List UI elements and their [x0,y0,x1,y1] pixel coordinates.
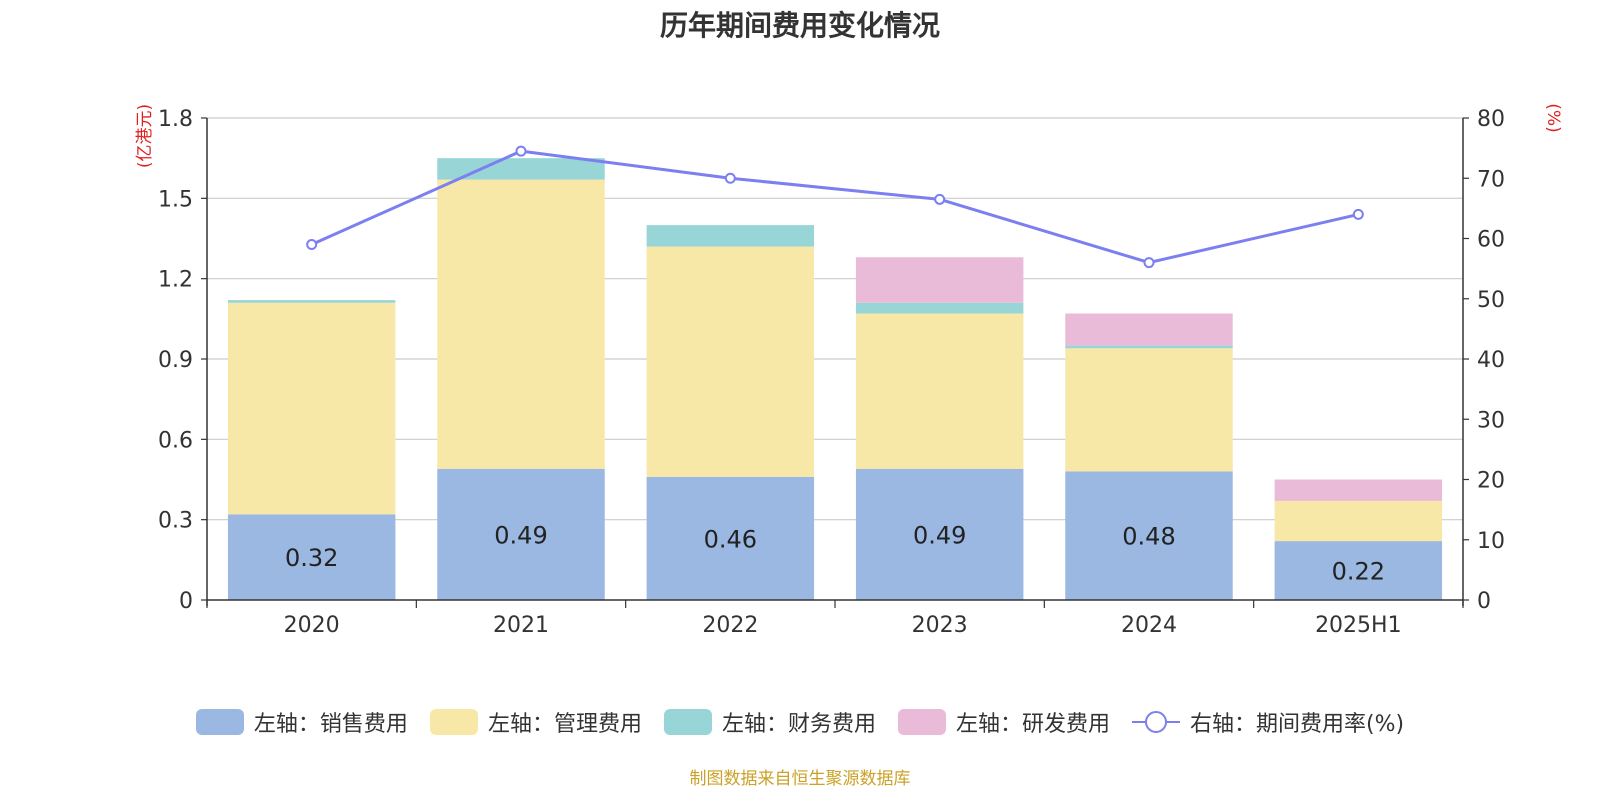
legend-label-sales: 左轴：销售费用 [253,712,408,737]
x-axis-tick-label: 2023 [912,613,968,638]
bar-segment-series-1 [1065,348,1233,472]
bar-segment-series-1 [855,313,1024,469]
legend-swatch-rnd [897,709,946,735]
left-axis-tick-label: 0.9 [158,348,193,373]
bar-segment-series-0 [437,468,605,600]
left-axis-tick-label: 0.6 [158,428,193,453]
legend-label-rnd: 左轴：研发费用 [955,712,1110,737]
bar-segment-series-1 [1274,500,1443,542]
right-axis-tick-label: 40 [1477,348,1505,373]
bar-segment-series-2 [437,158,605,180]
bar-segment-series-0 [1274,541,1443,600]
bar-segment-series-3 [1274,479,1443,501]
expense-ratio-point [1143,257,1155,269]
legend-item-finance[interactable]: 左轴：财务费用 [663,706,876,738]
x-axis-tick-label: 2020 [284,613,340,638]
legend-item-admin[interactable]: 左轴：管理费用 [429,706,642,738]
bar-data-label: 0.32 [285,544,338,572]
expense-ratio-point [1352,208,1364,220]
bar-data-label: 0.46 [704,525,757,553]
expense-ratio-point [515,145,527,157]
bar-data-label: 0.22 [1332,558,1385,586]
legend: 左轴：销售费用 左轴：管理费用 左轴：财务费用 左轴：研发费用 右轴：期间费用率… [0,706,1600,738]
x-axis-tick-label: 2025H1 [1315,613,1402,638]
bar-segment-series-2 [1065,345,1233,349]
bar-segment-series-0 [1065,471,1233,600]
bar-segment-series-2 [227,300,396,303]
right-axis-title: (%) [1543,103,1563,132]
right-axis-tick-label: 0 [1477,589,1491,614]
bar-data-label: 0.49 [913,521,966,549]
expense-ratio-point [934,193,946,205]
bar-data-label: 0.49 [494,521,547,549]
bar-segment-series-1 [437,179,605,469]
right-axis-tick-label: 50 [1477,288,1505,313]
bar-segment-series-3 [855,257,1024,303]
chart-title: 历年期间费用变化情况 [659,9,940,42]
left-axis-tick-label: 1.2 [158,268,193,293]
right-axis-tick-label: 20 [1477,469,1505,494]
bar-segment-series-2 [646,225,815,247]
right-axis-tick-label: 30 [1477,408,1505,433]
expense-ratio-point [306,239,318,251]
bar-segment-series-0 [227,514,396,600]
legend-swatch-expense-ratio [1131,709,1180,735]
legend-swatch-finance [663,709,712,735]
legend-label-admin: 左轴：管理费用 [487,712,642,737]
legend-item-rnd[interactable]: 左轴：研发费用 [897,706,1110,738]
legend-swatch-admin [429,709,478,735]
bar-segment-series-3 [1065,313,1233,346]
left-axis-tick-label: 0 [179,589,193,614]
left-axis-tick-label: 1.8 [158,107,193,132]
legend-label-expense-ratio: 右轴：期间费用率(%) [1189,712,1405,737]
bar-segment-series-1 [646,246,815,477]
legend-item-sales[interactable]: 左轴：销售费用 [195,706,408,738]
right-axis-tick-label: 70 [1477,167,1505,192]
legend-item-expense-ratio[interactable]: 右轴：期间费用率(%) [1131,706,1405,738]
source-note: 制图数据来自恒生聚源数据库 [689,769,911,789]
left-axis-title: (亿港元) [135,104,155,168]
left-axis-tick-label: 0.3 [158,509,193,534]
bar-segment-series-1 [227,302,396,515]
bar-segment-series-2 [855,302,1024,314]
bar-segment-series-0 [646,476,815,600]
bar-segment-series-0 [855,468,1024,600]
legend-label-finance: 左轴：财务费用 [721,712,876,737]
right-axis-tick-label: 60 [1477,228,1505,253]
right-axis-tick-label: 80 [1477,107,1505,132]
bar-data-label: 0.48 [1122,523,1175,551]
x-axis-tick-label: 2024 [1121,613,1177,638]
x-axis-tick-label: 2021 [493,613,549,638]
right-axis-tick-label: 10 [1477,529,1505,554]
expense-ratio-point [724,172,736,184]
expense-ratio-line [311,149,1359,265]
left-axis-tick-label: 1.5 [158,187,193,212]
legend-swatch-sales [195,709,244,735]
x-axis-tick-label: 2022 [702,613,758,638]
